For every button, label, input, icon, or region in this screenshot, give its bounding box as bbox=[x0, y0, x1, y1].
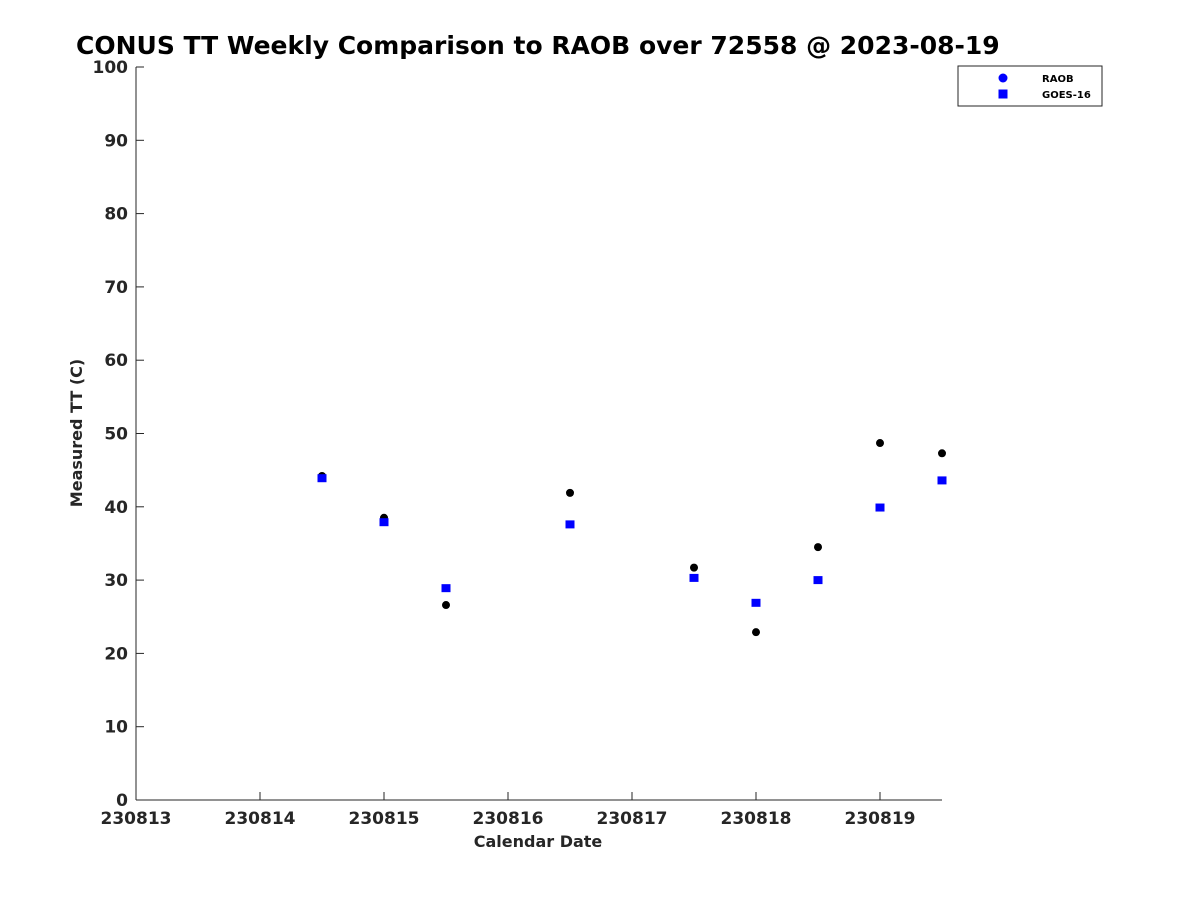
legend-goes-marker bbox=[998, 89, 1008, 99]
legend-box bbox=[957, 65, 1103, 107]
y-tick-label: 90 bbox=[104, 131, 128, 151]
y-tick-label: 80 bbox=[104, 205, 128, 225]
y-ticks: 0 10 20 30 40 50 60 70 80 90 100 bbox=[93, 58, 144, 811]
legend-goes-label: GOES-16 bbox=[1042, 90, 1091, 101]
y-tick-label: 60 bbox=[104, 351, 128, 371]
x-tick-label: 230817 bbox=[597, 809, 668, 829]
goes-16-point bbox=[441, 584, 451, 593]
y-tick-label: 40 bbox=[104, 498, 128, 518]
y-axis-label: Measured TT (C) bbox=[67, 359, 86, 507]
legend-raob-marker bbox=[998, 73, 1008, 83]
raob-point bbox=[442, 601, 450, 610]
y-tick-label: 20 bbox=[104, 644, 128, 664]
raob-point bbox=[814, 543, 822, 552]
raob-point bbox=[938, 449, 946, 458]
y-tick-label: 0 bbox=[116, 791, 128, 811]
goes-16-point bbox=[379, 518, 389, 527]
goes-16-point bbox=[937, 476, 947, 485]
y-tick-label: 10 bbox=[104, 718, 128, 738]
y-tick-label: 50 bbox=[104, 425, 128, 445]
plot-area bbox=[135, 67, 942, 801]
y-tick-label: 30 bbox=[104, 571, 128, 591]
goes-16-point bbox=[813, 576, 823, 585]
y-tick-label: 100 bbox=[93, 58, 129, 78]
goes-16-point bbox=[751, 598, 761, 607]
goes-16-point bbox=[317, 474, 327, 483]
x-axis-label: Calendar Date bbox=[474, 832, 603, 851]
goes-16-point bbox=[875, 503, 885, 512]
legend-raob-label: RAOB bbox=[1042, 74, 1074, 85]
x-tick-label: 230814 bbox=[225, 809, 296, 829]
x-tick-label: 230815 bbox=[349, 809, 420, 829]
x-tick-label: 230816 bbox=[473, 809, 544, 829]
chart-title: CONUS TT Weekly Comparison to RAOB over … bbox=[76, 31, 1000, 60]
x-tick-label: 230818 bbox=[721, 809, 792, 829]
x-tick-label: 230813 bbox=[101, 809, 172, 829]
raob-point bbox=[752, 628, 760, 637]
raob-point bbox=[566, 488, 574, 497]
goes-16-point bbox=[565, 520, 575, 529]
series-goes-16 bbox=[317, 474, 947, 607]
series-raob bbox=[318, 439, 946, 637]
x-ticks: 230813 230814 230815 230816 230817 230818 2308… bbox=[101, 792, 916, 829]
raob-point bbox=[690, 563, 698, 572]
legend[interactable]: RAOB GOES-16 bbox=[957, 65, 1103, 107]
raob-point bbox=[876, 439, 884, 448]
goes-16-point bbox=[689, 573, 699, 582]
y-tick-label: 70 bbox=[104, 278, 128, 298]
x-tick-label: 230819 bbox=[845, 809, 916, 829]
